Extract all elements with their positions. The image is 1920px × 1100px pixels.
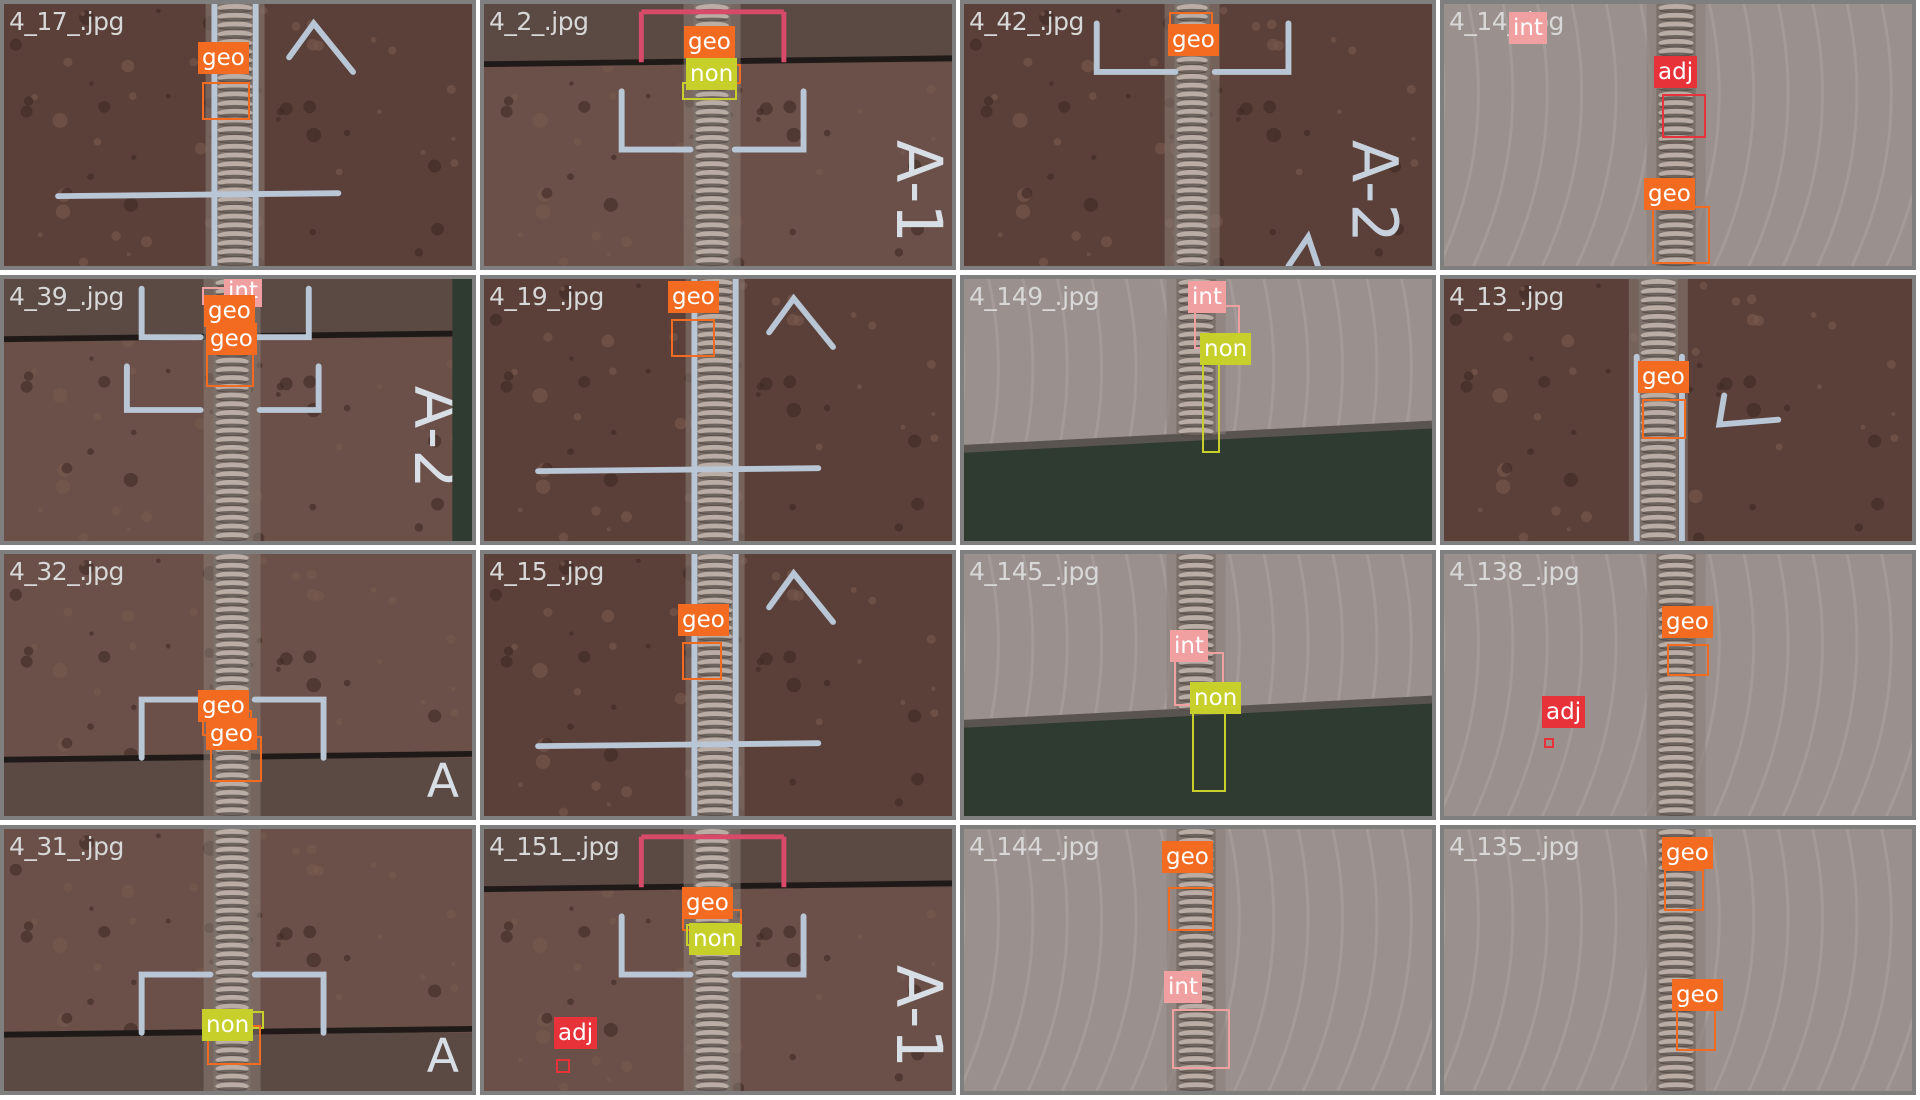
detection-label-int: int [1164, 971, 1202, 1003]
filename-label: 4_17_.jpg [9, 7, 124, 36]
detection-label-geo: geo [678, 604, 729, 636]
detection-label-geo: geo [198, 42, 249, 74]
svg-text:A-1: A-1 [882, 965, 952, 1068]
detection-label-geo: geo [1662, 837, 1713, 869]
filename-label: 4_135_.jpg [1449, 832, 1580, 861]
detection-box-geo [1652, 206, 1710, 264]
detection-label-geo: geo [1162, 841, 1213, 873]
detection-box-geo [682, 642, 722, 680]
detection-label-geo: geo [1644, 178, 1695, 210]
detection-label-geo: geo [1168, 24, 1219, 56]
detection-box-geo [671, 319, 715, 357]
image-tile: A-2 4_39_.jpg int geo geo [0, 275, 476, 545]
svg-text:A-2: A-2 [1337, 140, 1410, 243]
filename-label: 4_32_.jpg [9, 557, 124, 586]
detection-label-int: int [1188, 281, 1226, 313]
filename-label: 4_19_.jpg [489, 282, 604, 311]
weld-photo [964, 279, 1432, 541]
weld-photo [1444, 4, 1912, 266]
detection-label-geo: geo [206, 718, 257, 750]
filename-label: 4_151_.jpg [489, 832, 620, 861]
detection-box-geo [1642, 399, 1686, 439]
detection-box-geo [1168, 887, 1214, 931]
detection-box-geo [202, 82, 250, 120]
image-tile: 4_144_.jpg geo int [960, 825, 1436, 1095]
detection-box-adj [556, 1059, 570, 1073]
svg-text:A-1: A-1 [882, 140, 952, 243]
detection-label-non: non [689, 923, 741, 955]
weld-photo [1444, 829, 1912, 1091]
weld-photo [484, 279, 952, 541]
detection-label-non: non [1200, 333, 1252, 365]
detection-box-geo [1664, 869, 1704, 911]
filename-label: 4_39_.jpg [9, 282, 124, 311]
filename-label: 4_31_.jpg [9, 832, 124, 861]
detection-label-geo: geo [1662, 606, 1713, 638]
detection-box-geo [1676, 1009, 1716, 1051]
svg-text:A: A [427, 754, 459, 809]
filename-label: 4_144_.jpg [969, 832, 1100, 861]
detection-label-geo: geo [204, 295, 255, 327]
filename-label: 4_145_.jpg [969, 557, 1100, 586]
detection-label-geo: geo [668, 281, 719, 313]
detection-label-geo: geo [682, 887, 733, 919]
weld-photo [484, 554, 952, 816]
weld-photo: A [4, 829, 472, 1091]
image-tile: 4_149_.jpg int non [960, 275, 1436, 545]
detection-label-non: non [1190, 682, 1242, 714]
detection-label-adj: adj [1654, 56, 1698, 88]
detection-box-geo [1667, 644, 1709, 676]
filename-label: 4_42_.jpg [969, 7, 1084, 36]
image-tile: 4_135_.jpg geo geo [1440, 825, 1916, 1095]
image-tile: 4_19_.jpg geo [480, 275, 956, 545]
weld-photo [1444, 279, 1912, 541]
detection-label-adj: adj [1542, 696, 1586, 728]
filename-label: 4_149_.jpg [969, 282, 1100, 311]
weld-photo: A [4, 554, 472, 816]
detection-label-int: int [1509, 12, 1547, 44]
detection-label-adj: adj [554, 1017, 598, 1049]
weld-photo [1444, 554, 1912, 816]
detection-box-adj [1662, 94, 1706, 138]
detection-label-geo: geo [1638, 361, 1689, 393]
detection-box-non [1202, 357, 1220, 453]
svg-text:A: A [427, 1029, 459, 1084]
detection-box-adj [1544, 738, 1554, 748]
detection-label-geo: geo [1672, 979, 1723, 1011]
filename-label: 4_2_.jpg [489, 7, 589, 36]
detection-label-non: non [686, 58, 738, 90]
filename-label: 4_138_.jpg [1449, 557, 1580, 586]
detection-label-geo: geo [684, 26, 735, 58]
weld-photo: A-1 [484, 829, 952, 1091]
filename-label: 4_15_.jpg [489, 557, 604, 586]
image-tile: 4_14_.jpg adj geo int [1440, 0, 1916, 270]
detection-label-geo: geo [206, 323, 257, 355]
detection-box-int [1172, 1009, 1230, 1069]
detection-label-int: int [1170, 630, 1208, 662]
detection-label-geo: geo [198, 690, 249, 722]
filename-label: 4_13_.jpg [1449, 282, 1564, 311]
detection-label-non: non [202, 1009, 254, 1041]
